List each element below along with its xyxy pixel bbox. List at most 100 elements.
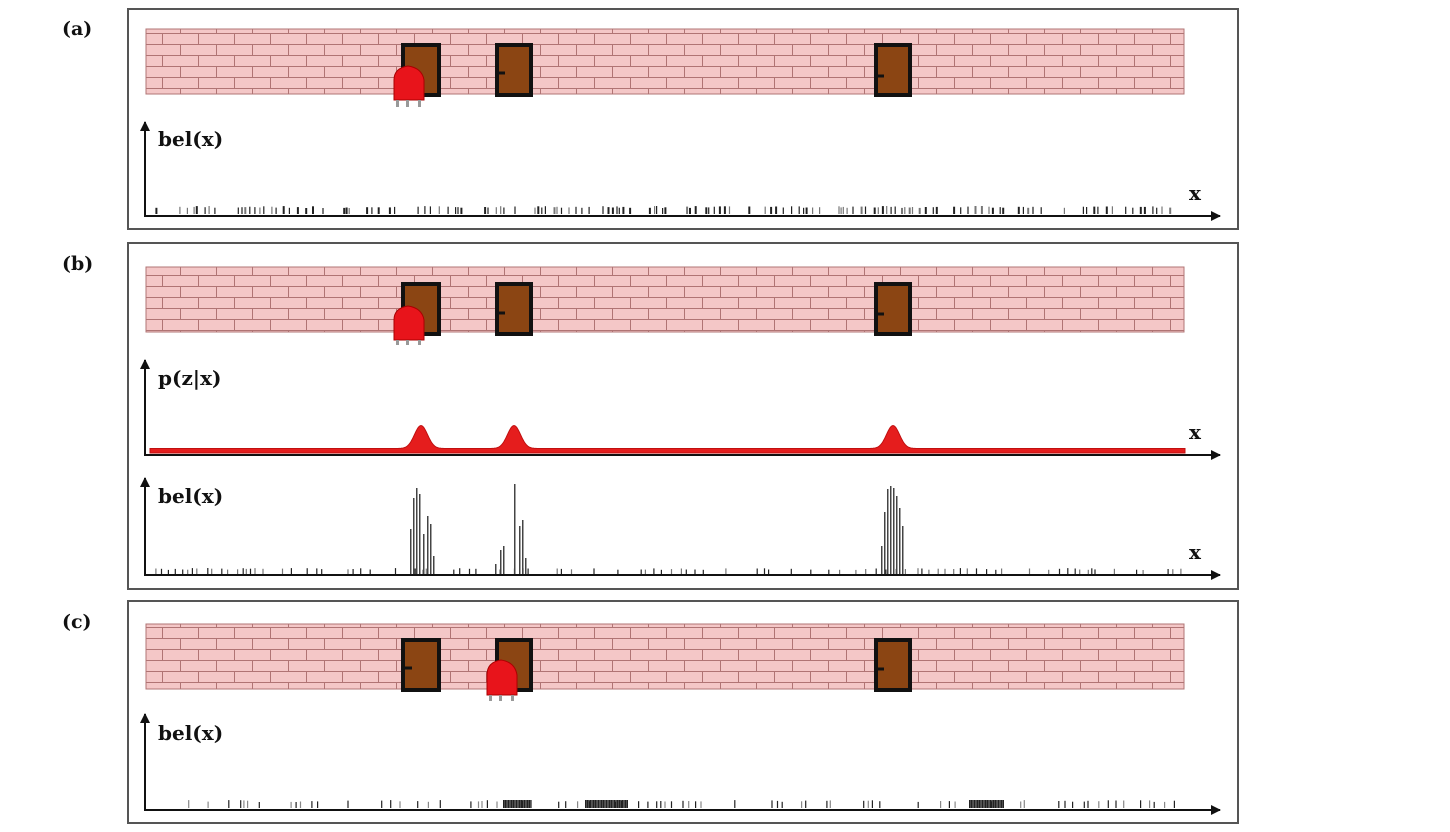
particle <box>768 569 770 574</box>
particle <box>688 801 690 808</box>
particle <box>275 207 277 214</box>
particle <box>867 800 869 808</box>
particle <box>262 568 264 574</box>
particle-cluster <box>523 800 526 808</box>
particle <box>1027 207 1030 214</box>
particle <box>1097 206 1099 214</box>
particle <box>1028 568 1031 574</box>
particle <box>214 207 216 214</box>
particle <box>1156 207 1158 214</box>
xlabel-x-b1: x <box>1189 420 1202 444</box>
particle <box>953 569 955 574</box>
particle <box>182 569 184 574</box>
particle <box>689 207 691 214</box>
xlabel-x-a: x <box>1189 181 1202 205</box>
particle <box>694 206 697 214</box>
particles-a <box>155 206 1172 214</box>
particle-peak <box>430 524 432 574</box>
particle-cluster <box>588 800 590 808</box>
particle <box>347 800 349 808</box>
particle <box>290 568 292 574</box>
panel-a-belief-axes: bel(x) x <box>140 121 1221 221</box>
particle <box>918 207 921 214</box>
particle-cluster <box>594 800 596 808</box>
particle <box>810 569 812 574</box>
particle <box>611 207 614 214</box>
particle <box>249 206 251 214</box>
particle <box>771 800 773 808</box>
particle <box>299 801 302 808</box>
particle <box>453 569 455 574</box>
particle-cluster <box>604 800 606 808</box>
particle-cluster <box>509 800 511 808</box>
wall-c <box>145 623 1185 690</box>
particle <box>470 801 472 808</box>
particle <box>459 568 461 574</box>
particle <box>1149 800 1151 808</box>
particle <box>417 801 419 808</box>
particle <box>537 206 540 214</box>
particle <box>840 207 842 214</box>
particle <box>1022 206 1024 214</box>
particle <box>782 207 784 214</box>
particle <box>496 801 498 808</box>
particle <box>960 207 962 214</box>
particle <box>828 569 830 574</box>
particles-c <box>188 800 1175 808</box>
particle-cluster <box>994 800 996 808</box>
particle <box>966 568 968 574</box>
particle <box>1167 569 1169 574</box>
particle <box>1173 800 1175 808</box>
particle <box>1023 800 1025 808</box>
particle-cluster <box>515 800 518 808</box>
particle <box>607 207 610 214</box>
particle <box>805 207 808 214</box>
particle <box>812 207 814 214</box>
particle <box>776 800 779 808</box>
particle <box>1002 207 1005 214</box>
particle <box>980 206 983 214</box>
particle <box>705 207 708 214</box>
panel-c-belief-axes: bel(x) <box>140 713 1221 815</box>
particle <box>756 568 758 574</box>
particle <box>1115 800 1117 808</box>
particle-cluster <box>522 800 524 808</box>
particle <box>588 206 590 214</box>
particle <box>575 206 577 214</box>
particle <box>438 206 440 214</box>
particle <box>670 801 673 808</box>
particle <box>829 800 831 808</box>
particle <box>894 206 896 214</box>
particle-cluster <box>593 800 595 808</box>
particle <box>999 207 1001 214</box>
particle <box>660 569 662 574</box>
particle <box>160 568 163 574</box>
particle <box>204 207 206 214</box>
particle <box>360 568 362 574</box>
particle <box>616 206 618 214</box>
particle <box>1143 206 1146 214</box>
particle <box>1058 568 1061 574</box>
particle <box>1048 569 1050 574</box>
particle-cluster <box>986 800 988 808</box>
particle-peak <box>890 486 892 574</box>
particle <box>781 801 783 808</box>
particle <box>734 800 736 808</box>
panel-b-likelihood-axes: p(z|x) x <box>140 359 1221 460</box>
particle <box>271 206 273 214</box>
particle <box>1032 206 1034 214</box>
particle <box>648 207 651 214</box>
particle <box>713 206 715 214</box>
particle-cluster <box>989 800 992 808</box>
particle <box>1040 207 1042 214</box>
particle <box>803 207 805 214</box>
particle-peak <box>887 489 889 574</box>
particle <box>311 801 313 808</box>
particle-peak <box>500 550 502 574</box>
particle-cluster <box>970 800 972 808</box>
particle <box>424 206 426 214</box>
particle-cluster <box>988 800 990 808</box>
particle <box>764 206 766 214</box>
particle-cluster <box>525 800 527 808</box>
particle <box>940 801 942 808</box>
